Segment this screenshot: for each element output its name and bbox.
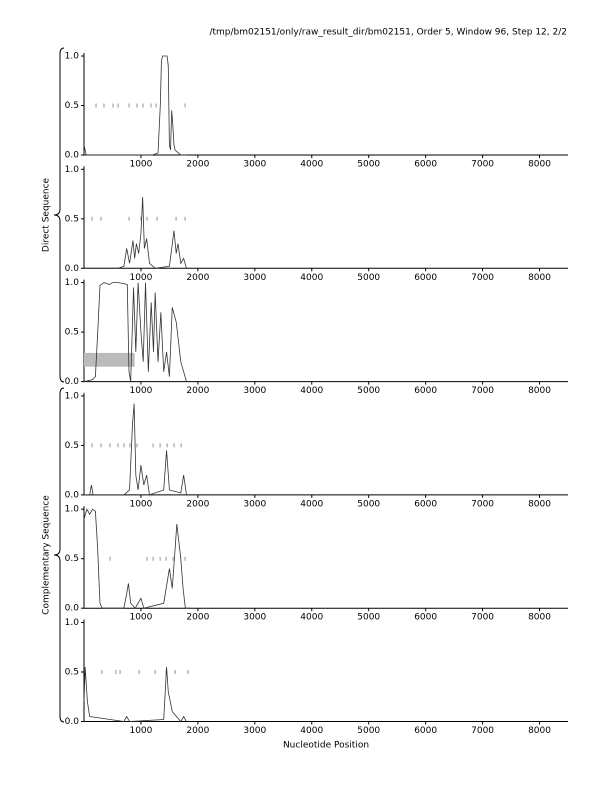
y-tick-label: 1.0: [65, 391, 80, 401]
x-tick-label: 5000: [357, 499, 380, 509]
x-tick-label: 5000: [357, 386, 380, 396]
x-tick-label: 6000: [414, 613, 437, 623]
data-line: [83, 508, 190, 609]
x-tick-label: 2000: [186, 499, 209, 509]
x-tick-label: 7000: [471, 160, 494, 170]
x-tick-label: 8000: [528, 726, 551, 736]
x-tick-label: 2000: [186, 726, 209, 736]
x-tick-label: 4000: [300, 499, 323, 509]
x-tick-label: 8000: [528, 613, 551, 623]
data-line: [84, 403, 187, 496]
x-tick-label: 2000: [186, 386, 209, 396]
x-tick-label: 1000: [129, 499, 152, 509]
y-tick-label: 0.5: [65, 554, 79, 564]
x-tick-label: 8000: [528, 160, 551, 170]
x-tick-label: 6000: [414, 726, 437, 736]
y-tick-label: 0.0: [65, 377, 80, 387]
y-tick-label: 0.0: [65, 717, 80, 727]
data-line: [84, 197, 187, 269]
x-tick-label: 4000: [300, 160, 323, 170]
group-label: Direct Sequence: [42, 177, 52, 252]
y-tick-label: 0.5: [65, 441, 79, 451]
x-tick-label: 4000: [300, 613, 323, 623]
x-tick-label: 3000: [243, 273, 266, 283]
axis-frame: [83, 619, 568, 722]
y-tick-label: 1.0: [65, 52, 80, 62]
y-tick-label: 0.5: [65, 328, 79, 338]
data-line: [83, 282, 187, 382]
x-tick-label: 7000: [471, 726, 494, 736]
y-tick-label: 0.5: [65, 101, 79, 111]
x-tick-label: 8000: [528, 273, 551, 283]
x-tick-label: 4000: [300, 726, 323, 736]
x-tick-label: 6000: [414, 499, 437, 509]
y-tick-label: 0.5: [65, 214, 79, 224]
axis-frame: [83, 166, 568, 269]
x-tick-label: 3000: [243, 726, 266, 736]
x-tick-label: 6000: [414, 273, 437, 283]
y-tick-label: 1.0: [65, 278, 80, 288]
x-tick-label: 2000: [186, 160, 209, 170]
y-tick-label: 1.0: [65, 165, 80, 175]
y-tick-label: 0.0: [65, 151, 80, 161]
x-tick-label: 3000: [243, 499, 266, 509]
y-tick-label: 0.0: [65, 604, 80, 614]
x-tick-label: 1000: [129, 273, 152, 283]
x-tick-label: 7000: [471, 499, 494, 509]
x-tick-label: 5000: [357, 273, 380, 283]
x-tick-label: 5000: [357, 160, 380, 170]
x-tick-label: 1000: [129, 386, 152, 396]
axis-frame: [83, 506, 568, 609]
x-tick-label: 8000: [528, 386, 551, 396]
axis-frame: [83, 53, 568, 156]
x-tick-label: 8000: [528, 499, 551, 509]
y-tick-label: 1.0: [65, 505, 80, 515]
highlight-band: [84, 352, 135, 367]
x-tick-label: 3000: [243, 160, 266, 170]
x-tick-label: 7000: [471, 613, 494, 623]
y-tick-label: 0.5: [65, 668, 79, 678]
x-tick-label: 1000: [129, 160, 152, 170]
x-tick-label: 4000: [300, 273, 323, 283]
x-tick-label: 1000: [129, 613, 152, 623]
x-axis-label: Nucleotide Position: [283, 741, 369, 751]
y-tick-label: 0.0: [65, 264, 80, 274]
x-tick-label: 3000: [243, 386, 266, 396]
x-tick-label: 6000: [414, 160, 437, 170]
x-tick-label: 2000: [186, 273, 209, 283]
group-brace: [53, 387, 65, 723]
group-label: Complementary Sequence: [42, 495, 52, 615]
figure-title: /tmp/bm02151/only/raw_result_dir/bm02151…: [209, 28, 567, 38]
x-tick-label: 5000: [357, 613, 380, 623]
x-tick-label: 5000: [357, 726, 380, 736]
x-tick-label: 7000: [471, 386, 494, 396]
x-tick-label: 6000: [414, 386, 437, 396]
group-brace: [53, 47, 65, 383]
data-line: [83, 55, 187, 156]
x-tick-label: 1000: [129, 726, 152, 736]
data-line: [83, 667, 187, 723]
x-tick-label: 4000: [300, 386, 323, 396]
x-tick-label: 3000: [243, 613, 266, 623]
x-tick-label: 2000: [186, 613, 209, 623]
y-tick-label: 1.0: [65, 618, 80, 628]
x-tick-label: 7000: [471, 273, 494, 283]
y-tick-label: 0.0: [65, 490, 80, 500]
axis-frame: [83, 392, 568, 496]
